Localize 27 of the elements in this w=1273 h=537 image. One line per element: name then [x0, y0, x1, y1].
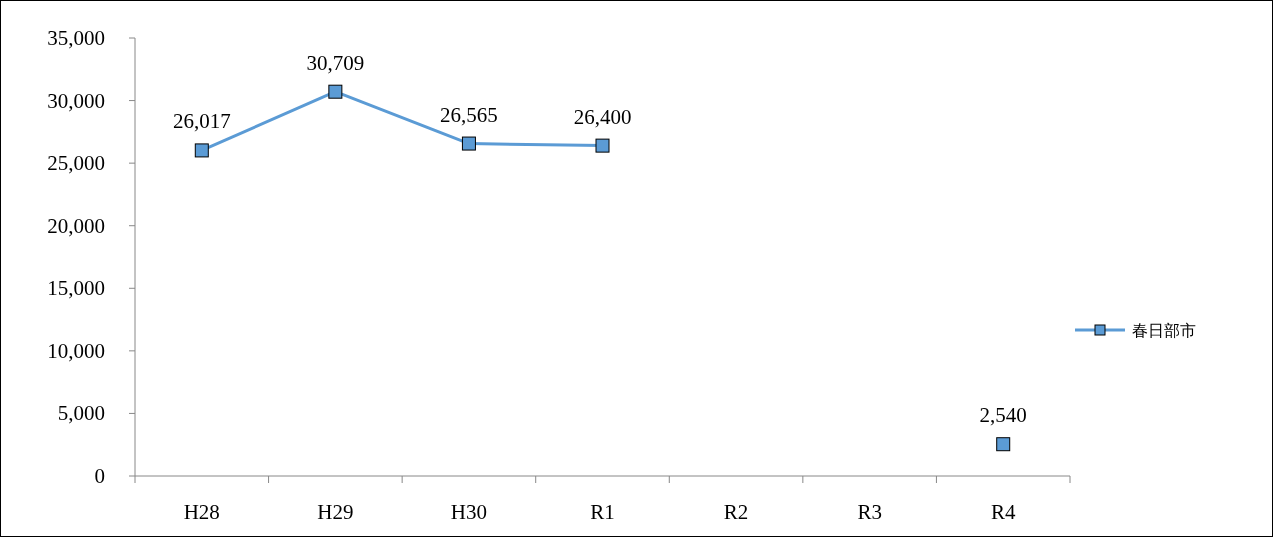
data-label: 26,017	[172, 109, 231, 134]
data-label: 26,400	[573, 104, 632, 129]
y-tick-label: 30,000	[47, 88, 105, 113]
x-tick-label: R1	[590, 500, 615, 524]
y-tick-label: 25,000	[47, 151, 105, 176]
x-tick-label: H29	[317, 500, 354, 524]
legend-label: 春日部市	[1132, 321, 1196, 340]
point	[194, 143, 209, 158]
point	[595, 138, 610, 153]
x-tick-label: R2	[723, 500, 749, 524]
data-label: 2,540	[979, 403, 1027, 428]
data-label: 30,709	[306, 50, 365, 75]
y-tick-label: 10,000	[47, 338, 105, 363]
point	[461, 136, 476, 151]
point	[328, 84, 343, 99]
y-tick-label: 5,000	[57, 401, 105, 426]
y-tick-label: 15,000	[47, 276, 105, 301]
x-tick-label: H28	[183, 500, 220, 524]
y-tick-label: 35,000	[47, 26, 105, 50]
x-tick-label: H30	[450, 500, 488, 524]
point	[996, 437, 1011, 452]
y-tick-label: 20,000	[47, 213, 105, 238]
x-tick-label: R3	[857, 500, 882, 524]
data-label: 26,565	[440, 102, 498, 127]
legend: 春日部市	[1075, 321, 1196, 340]
y-tick-label: 0	[94, 464, 105, 488]
x-tick-label: R4	[990, 500, 1016, 524]
